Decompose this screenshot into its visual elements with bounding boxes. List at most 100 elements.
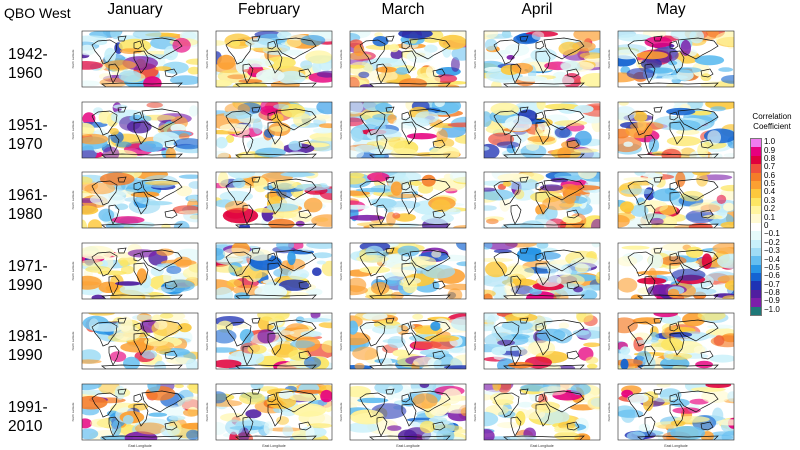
svg-text:North Latitude: North Latitude (473, 49, 477, 68)
colorbar-tick-label: 0.7 (764, 162, 776, 172)
svg-text:North Latitude: North Latitude (607, 261, 611, 280)
colorbar-tick-label: 0.5 (764, 179, 776, 189)
month-label-march: March (381, 1, 425, 18)
world-map-svg: North Latitude (71, 242, 199, 300)
world-map-svg: North Latitude (205, 101, 333, 158)
world-map-svg: North Latitude (607, 30, 735, 88)
colorbar-swatch (751, 273, 761, 282)
correlation-map-panel: North Latitude (336, 26, 470, 96)
svg-text:North Latitude: North Latitude (339, 402, 343, 421)
colorbar-swatch (751, 298, 761, 308)
svg-text:North Latitude: North Latitude (71, 332, 75, 351)
world-map-svg: North Latitude (607, 313, 735, 370)
correlation-map-panel: North Latitude (68, 26, 202, 96)
correlation-map-panel: North Latitude (68, 167, 202, 237)
colorbar-swatch (751, 206, 761, 215)
svg-text:East Longitude: East Longitude (262, 444, 285, 448)
svg-text:North Latitude: North Latitude (205, 332, 209, 351)
colorbar-tick-label: 0.4 (764, 187, 776, 197)
correlation-map-panel: North Latitude (202, 26, 336, 96)
colorbar-swatch (751, 264, 761, 274)
correlation-map-panel: North Latitude (336, 167, 470, 237)
world-map-svg: North Latitude (339, 171, 467, 229)
period-start: 1942- (8, 46, 48, 63)
world-map-svg: North Latitude (473, 313, 601, 370)
period-start: 1961- (8, 187, 48, 204)
period-labels: 1942- 1960 1951- 1970 1961- 1980 1971- 1… (0, 26, 68, 450)
world-map-svg: North Latitude (71, 313, 199, 370)
colorbar-swatch (751, 189, 761, 199)
colorbar-tick-label: −0.8 (764, 288, 780, 298)
colorbar-tick-label: −0.2 (764, 237, 780, 247)
correlation-map-panel: North Latitude (470, 97, 604, 167)
period-start: 1971- (8, 258, 48, 275)
month-label-january: January (107, 1, 163, 18)
period-label: 1981- 1990 (8, 327, 66, 365)
correlation-map-panel: North Latitude (336, 308, 470, 378)
correlation-map-panel: North Latitude (604, 26, 738, 96)
world-map-svg: North Latitude (71, 171, 199, 229)
world-map-svg: North Latitude (339, 30, 467, 88)
world-map-svg: North Latitude (607, 101, 735, 158)
colorbar-tick-label: −0.4 (764, 254, 780, 264)
svg-text:North Latitude: North Latitude (473, 402, 477, 421)
corner-title: QBO West (4, 5, 71, 21)
world-map-svg: North Latitude (339, 242, 467, 300)
colorbar-swatch (751, 172, 761, 182)
svg-text:North Latitude: North Latitude (205, 190, 209, 209)
colorbar-tick-label: −0.7 (764, 279, 780, 289)
world-map-svg: North Latitude (339, 313, 467, 370)
colorbar-swatch (751, 147, 761, 157)
correlation-map-panel: North Latitude East Longitude (336, 379, 470, 449)
period-start: 1981- (8, 328, 48, 345)
world-map-svg: North Latitude East Longitude (339, 383, 467, 448)
period-end: 1990 (8, 277, 43, 294)
period-end: 1960 (8, 65, 43, 82)
colorbar-swatch (751, 231, 761, 241)
svg-text:North Latitude: North Latitude (339, 120, 343, 139)
colorbar-tick-label: 1.0 (764, 137, 776, 147)
correlation-map-panel: North Latitude (202, 308, 336, 378)
correlation-map-panel: North Latitude East Longitude (604, 379, 738, 449)
correlation-map-panel: North Latitude (604, 97, 738, 167)
world-map-svg: North Latitude (205, 242, 333, 300)
world-map-svg: North Latitude (607, 242, 735, 300)
colorbar-swatch (751, 289, 761, 299)
svg-text:North Latitude: North Latitude (71, 49, 75, 68)
correlation-map-panel: North Latitude (604, 167, 738, 237)
svg-text:North Latitude: North Latitude (71, 190, 75, 209)
colorbar-swatch (751, 247, 761, 257)
period-end: 1980 (8, 206, 43, 223)
period-label: 1991- 2010 (8, 398, 66, 436)
colorbar-tick-label: 0.2 (764, 204, 776, 214)
month-label-april: April (521, 1, 553, 18)
period-label: 1971- 1990 (8, 257, 66, 295)
colorbar-title-line1: Correlation (752, 112, 792, 121)
colorbar-swatch (751, 197, 761, 207)
correlation-map-panel: North Latitude (470, 167, 604, 237)
svg-text:North Latitude: North Latitude (607, 49, 611, 68)
world-map-svg: North Latitude (607, 171, 735, 229)
correlation-map-panel: North Latitude (336, 97, 470, 167)
correlation-map-panel: North Latitude (336, 238, 470, 308)
world-map-svg: North Latitude (473, 30, 601, 88)
correlation-map-panel: North Latitude (604, 238, 738, 308)
svg-text:East Longitude: East Longitude (396, 444, 419, 448)
colorbar-tick-label: −1.0 (764, 304, 780, 314)
colorbar-tick-label: −0.1 (764, 229, 780, 239)
colorbar-tick-label: 0.6 (764, 170, 776, 180)
colorbar-swatch (751, 281, 761, 291)
colorbar-swatch (751, 139, 761, 148)
svg-text:East Longitude: East Longitude (664, 444, 687, 448)
period-start: 1951- (8, 117, 48, 134)
colorbar-tick-label: 0.9 (764, 145, 776, 155)
correlation-map-panel: North Latitude (470, 308, 604, 378)
period-label: 1942- 1960 (8, 45, 66, 83)
svg-text:North Latitude: North Latitude (473, 120, 477, 139)
svg-text:North Latitude: North Latitude (473, 261, 477, 280)
world-map-svg: North Latitude (205, 313, 333, 370)
colorbar-tick-label: 0 (764, 221, 769, 230)
month-label-february: February (237, 1, 301, 18)
svg-text:North Latitude: North Latitude (71, 120, 75, 139)
colorbar-tick-label: −0.9 (764, 296, 780, 306)
